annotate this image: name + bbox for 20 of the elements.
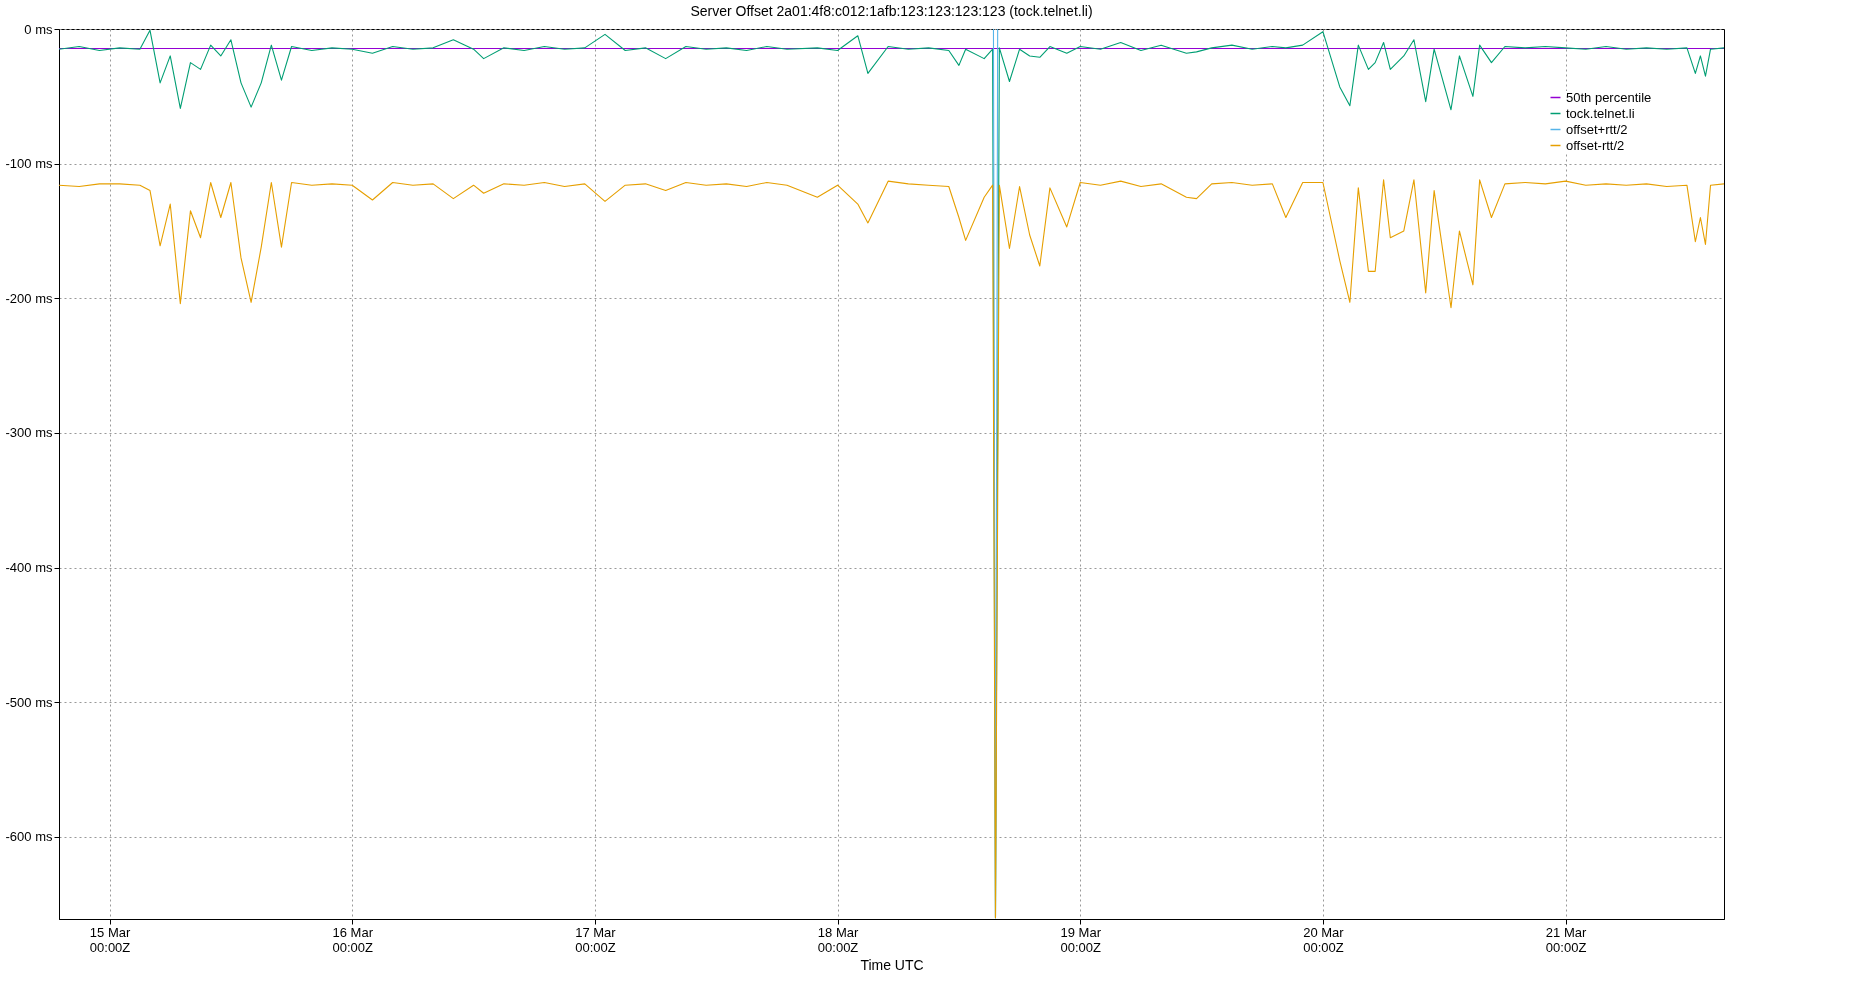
y-tick-label: 0 ms [24,21,53,37]
legend-label: tock.telnet.li [1566,105,1635,121]
y-tick-label: -600 ms [5,829,53,845]
x-tick-label: 15 Mar 00:00Z [89,924,131,955]
y-tick-label: -100 ms [5,156,53,172]
y-tick-label: -400 ms [5,560,53,576]
legend-label: offset+rtt/2 [1566,121,1628,137]
x-tick-label: 17 Mar 00:00Z [575,924,617,955]
y-tick-label: -300 ms [5,425,53,441]
x-tick-label: 16 Mar 00:00Z [332,924,374,955]
chart-title: Server Offset 2a01:4f8:c012:1afb:123:123:123:123 (tock.telnet.li) [690,3,1093,19]
x-tick-label: 19 Mar 00:00Z [1060,924,1102,955]
legend-label: 50th percentile [1566,89,1652,105]
y-tick-label: -200 ms [5,290,53,306]
y-tick-label: -500 ms [5,694,53,710]
x-tick-label: 21 Mar 00:00Z [1545,924,1587,955]
legend-label: offset-rtt/2 [1566,137,1625,153]
x-tick-label: 20 Mar 00:00Z [1303,924,1345,955]
x-axis-title: Time UTC [860,956,924,973]
x-tick-label: 18 Mar 00:00Z [817,924,859,955]
